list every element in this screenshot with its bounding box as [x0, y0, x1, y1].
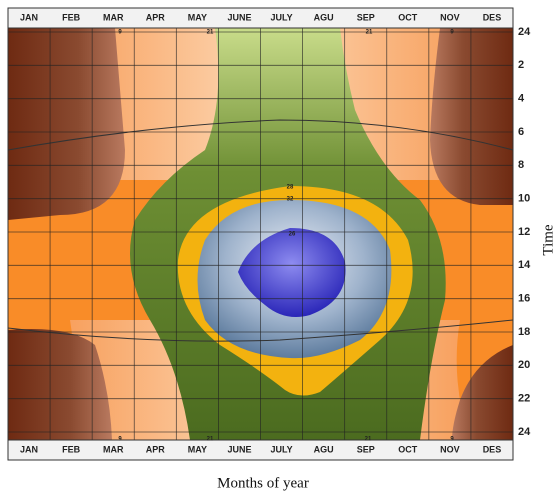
month-strip: [7, 439, 514, 461]
y-tick-label: 22: [518, 393, 530, 405]
x-tick-label: JUNE: [227, 444, 251, 454]
x-tick-label: MAR: [103, 12, 124, 22]
y-tick-label: 24: [518, 26, 531, 38]
x-tick-label: APR: [146, 12, 166, 22]
x-axis-title: Months of year: [217, 475, 309, 491]
labels: JAN JAN FEB FEB MAR MAR APR APR MAY MAY JUNE JUNE JU…: [20, 12, 531, 454]
y-tick-label: 4: [518, 93, 525, 105]
grid: [8, 8, 513, 460]
sun-line: [7, 119, 514, 151]
annotation: 21: [365, 437, 372, 443]
y-tick-label: 10: [518, 193, 530, 205]
y-tick-label: 12: [518, 226, 530, 238]
month-strip: [7, 7, 514, 29]
x-tick-label: MAY: [188, 444, 207, 454]
annotation: 28: [287, 185, 294, 191]
annotation: 9: [118, 437, 122, 443]
x-tick-label: AGU: [314, 12, 334, 22]
annotation: 9: [450, 437, 454, 443]
x-tick-label: OCT: [398, 444, 418, 454]
y-tick-label: 8: [518, 159, 524, 171]
x-tick-label: SEP: [357, 12, 375, 22]
x-tick-label: JULY: [270, 12, 292, 22]
warm-edge: [8, 329, 112, 440]
x-tick-label: JUNE: [227, 12, 251, 22]
y-tick-label: 14: [518, 259, 531, 271]
y-tick-label: 24: [518, 426, 531, 438]
annotation: 9: [450, 30, 454, 36]
x-tick-label: JAN: [20, 444, 38, 454]
x-tick-label: JAN: [20, 12, 38, 22]
x-tick-label: FEB: [62, 444, 81, 454]
y-axis-title: Time: [540, 224, 556, 255]
y-tick-label: 6: [518, 126, 524, 138]
x-tick-label: DES: [483, 444, 502, 454]
annotation: 26: [289, 232, 296, 238]
sun-line: [7, 319, 514, 342]
warm-edge: [8, 28, 125, 220]
y-tick-label: 20: [518, 359, 530, 371]
x-tick-label: MAR: [103, 444, 124, 454]
x-tick-label: AGU: [314, 444, 334, 454]
core-zone: [238, 228, 346, 318]
x-tick-label: DES: [483, 12, 502, 22]
x-tick-label: FEB: [62, 12, 81, 22]
x-tick-label: SEP: [357, 444, 375, 454]
x-tick-label: APR: [146, 444, 166, 454]
x-tick-label: NOV: [440, 12, 460, 22]
x-tick-label: OCT: [398, 12, 418, 22]
annotation: 21: [366, 30, 373, 36]
warm-edge: [452, 345, 513, 440]
y-tick-label: 16: [518, 293, 530, 305]
y-tick-label: 18: [518, 326, 530, 338]
x-tick-label: MAY: [188, 12, 207, 22]
annotation: 21: [207, 437, 214, 443]
plot-frame: [7, 27, 514, 441]
y-tick-label: 2: [518, 59, 524, 71]
annotation: 32: [287, 197, 294, 203]
x-tick-label: NOV: [440, 444, 460, 454]
annotation: 9: [118, 30, 122, 36]
annotation: 21: [207, 30, 214, 36]
warm-edge: [430, 28, 513, 205]
x-tick-label: JULY: [270, 444, 292, 454]
